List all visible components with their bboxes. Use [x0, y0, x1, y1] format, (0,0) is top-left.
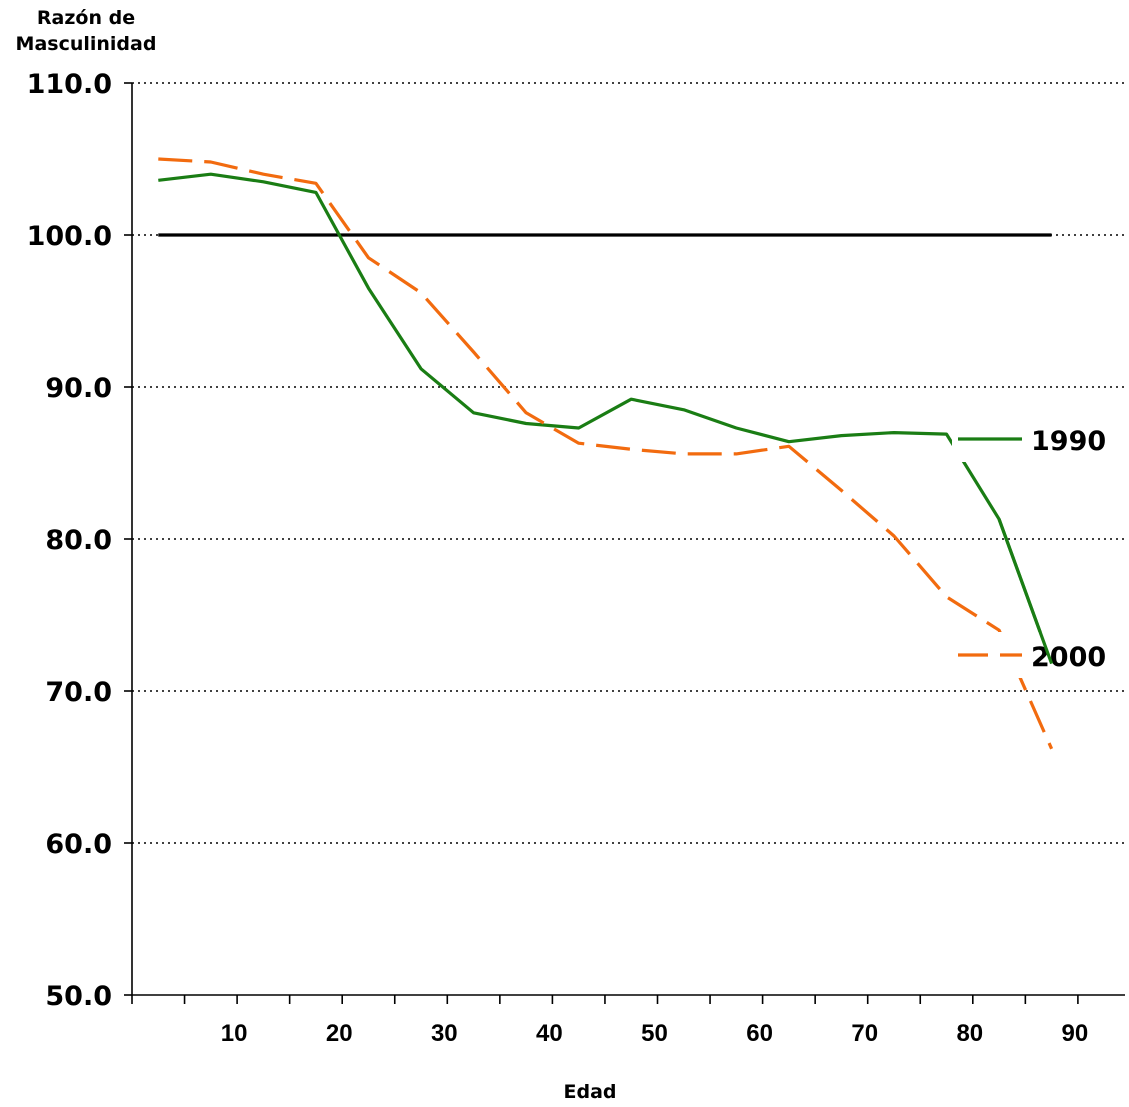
- legend-label-1990: 1990: [1031, 426, 1106, 457]
- gridlines: [132, 82, 1125, 844]
- x-tick-label-10: 10: [221, 1020, 248, 1047]
- y-axis-title-line-1: Razón de: [37, 7, 135, 29]
- x-tick-label-20: 20: [326, 1020, 353, 1047]
- series-line-2000: [158, 157, 1054, 750]
- legend-label-2000: 2000: [1031, 642, 1106, 673]
- y-tick-labels: 50.0 60.0 70.0 80.0 90.0 100.0 110.0: [27, 69, 112, 1012]
- x-tick-label-40: 40: [536, 1020, 563, 1047]
- y-tick-label-70.0: 70.0: [45, 677, 112, 708]
- y-tick-label-90.0: 90.0: [45, 373, 112, 404]
- y-axis-title-line-2: Masculinidad: [16, 33, 157, 55]
- x-tick-label-90: 90: [1062, 1020, 1089, 1047]
- x-tick-label-80: 80: [956, 1020, 983, 1047]
- x-axis-title: Edad: [563, 1081, 616, 1103]
- x-tick-label-70: 70: [851, 1020, 878, 1047]
- y-tick-label-80.0: 80.0: [45, 525, 112, 556]
- y-tick-label-50.0: 50.0: [45, 981, 112, 1012]
- axes: [124, 82, 1125, 1004]
- y-tick-label-100.0: 100.0: [27, 221, 112, 252]
- x-tick-label-60: 60: [746, 1020, 773, 1047]
- series-lines: [158, 157, 1054, 750]
- series-1990-tail: [997, 518, 1054, 665]
- x-tick-label-30: 30: [431, 1020, 458, 1047]
- y-tick-label-60.0: 60.0: [45, 829, 112, 860]
- y-tick-label-110.0: 110.0: [27, 69, 112, 100]
- series-line-1990: [158, 172, 1054, 665]
- x-tick-label-50: 50: [641, 1020, 668, 1047]
- x-tick-labels: 10 20 30 40 50 60 70 80 90: [221, 1020, 1089, 1047]
- legend: 1990 2000: [952, 416, 1125, 678]
